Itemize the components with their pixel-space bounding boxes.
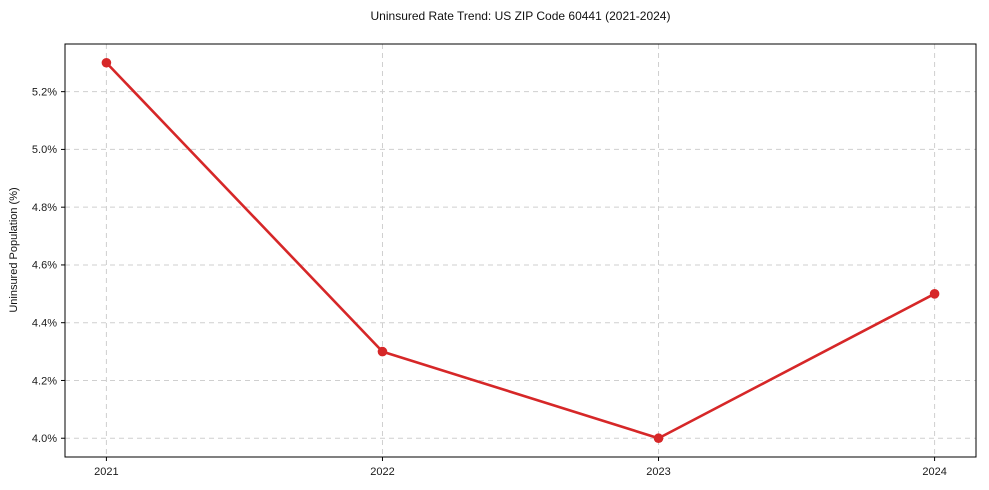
data-point-marker [653, 433, 664, 444]
data-point-marker [929, 289, 940, 299]
y-tick-label: 4.4% [32, 318, 57, 330]
x-tick-label: 2024 [922, 466, 946, 478]
axes-border [64, 43, 977, 458]
y-tick-label: 4.6% [32, 260, 57, 272]
y-tick-label: 4.0% [32, 433, 57, 445]
x-tick-label: 2021 [94, 466, 118, 478]
data-point-marker [101, 57, 112, 68]
y-tick-label: 4.8% [32, 202, 57, 214]
x-tick-label: 2023 [646, 466, 670, 478]
data-point-marker [377, 346, 388, 357]
x-tick-label: 2022 [370, 466, 394, 478]
trend-line [105, 61, 936, 440]
y-tick-label: 5.2% [32, 86, 57, 98]
y-tick-label: 4.2% [32, 375, 57, 387]
y-tick-label: 5.0% [32, 144, 57, 156]
chart-title: Uninsured Rate Trend: US ZIP Code 60441 … [370, 9, 671, 23]
